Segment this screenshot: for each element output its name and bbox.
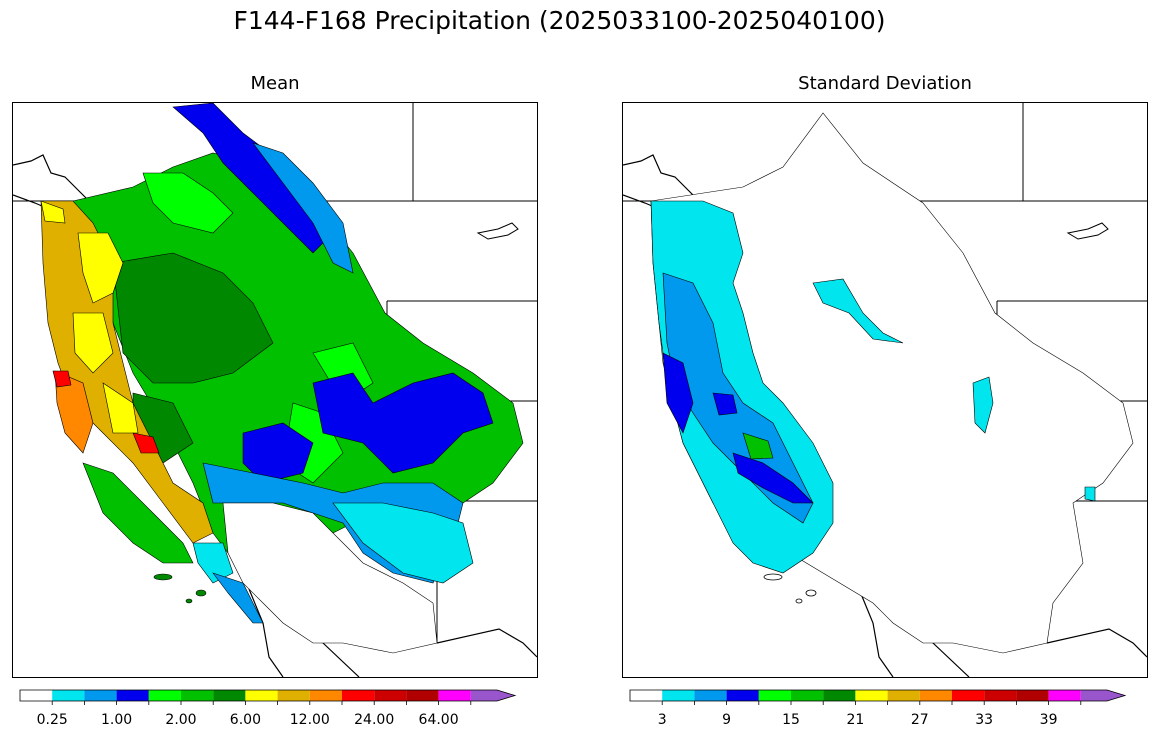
stddev-colorbar-tick-label: 27 bbox=[910, 712, 929, 728]
stddev-colorbar-swatch bbox=[694, 690, 727, 701]
mean-panel-title: Mean bbox=[250, 73, 300, 94]
mean-colorbar-swatch bbox=[148, 690, 181, 701]
figure-title: F144-F168 Precipitation (2025033100-2025… bbox=[233, 6, 886, 35]
stddev-colorbar-swatch bbox=[791, 690, 824, 701]
stddev-colorbar-swatch bbox=[1016, 690, 1049, 701]
stddev-colorbar-swatch bbox=[887, 690, 920, 701]
islands bbox=[763, 573, 817, 604]
mean-colorbar-swatch bbox=[374, 690, 407, 701]
stddev-colorbar-swatch bbox=[823, 690, 856, 701]
stddev-colorbar bbox=[629, 689, 1140, 705]
stddev-colorbar-swatch bbox=[984, 690, 1017, 701]
mean-colorbar-swatch bbox=[84, 690, 117, 701]
mean-colorbar-swatch bbox=[181, 690, 214, 701]
mean-colorbar-swatch bbox=[406, 690, 439, 701]
stddev-colorbar-swatch bbox=[855, 690, 888, 701]
stddev-colorbar-swatch bbox=[919, 690, 952, 701]
stddev-colorbar-swatch bbox=[758, 690, 791, 701]
mean-colorbar-swatch bbox=[52, 690, 85, 701]
mean-colorbar-tick-label: 24.00 bbox=[354, 712, 395, 728]
stddev-colorbar-tick-label: 3 bbox=[657, 712, 667, 728]
mean-colorbar-tick-label: 12.00 bbox=[289, 712, 330, 728]
stddev-colorbar-swatch bbox=[1080, 690, 1125, 701]
mean-colorbar-tick-label: 2.00 bbox=[165, 712, 197, 728]
stddev-colorbar-tick-label: 33 bbox=[975, 712, 994, 728]
mean-colorbar-swatch bbox=[213, 690, 246, 701]
mean-colorbar-swatch bbox=[342, 690, 375, 701]
stddev-colorbar-swatch bbox=[726, 690, 759, 701]
stddev-colorbar-tick-label: 21 bbox=[846, 712, 865, 728]
mean-map bbox=[12, 102, 538, 678]
stddev-colorbar-swatch bbox=[630, 690, 663, 701]
stddev-colorbar-swatch bbox=[662, 690, 695, 701]
mean-colorbar-tick-label: 1.00 bbox=[101, 712, 133, 728]
mean-colorbar-tick-label: 0.25 bbox=[36, 712, 68, 728]
mean-colorbar-swatch bbox=[245, 690, 278, 701]
mean-colorbar-swatch bbox=[470, 690, 515, 701]
islands bbox=[153, 573, 207, 604]
stddev-colorbar-tick-label: 9 bbox=[722, 712, 732, 728]
mean-colorbar bbox=[19, 689, 530, 705]
stddev-map bbox=[622, 102, 1148, 678]
mean-colorbar-tick-label: 64.00 bbox=[418, 712, 459, 728]
mean-colorbar-outline bbox=[19, 689, 517, 702]
stddev-panel-title: Standard Deviation bbox=[798, 73, 972, 94]
mean-colorbar-swatch bbox=[277, 690, 310, 701]
stddev-colorbar-swatch bbox=[952, 690, 985, 701]
stddev-colorbar-tick-label: 39 bbox=[1039, 712, 1058, 728]
mean-colorbar-swatch bbox=[20, 690, 53, 701]
stddev-colorbar-swatch bbox=[1048, 690, 1081, 701]
stddev-colorbar-outline bbox=[629, 689, 1127, 702]
stddev-colorbar-tick-label: 15 bbox=[782, 712, 800, 728]
mean-colorbar-tick-label: 6.00 bbox=[229, 712, 261, 728]
mean-colorbar-swatch bbox=[438, 690, 471, 701]
precip-fill-regions bbox=[40, 103, 524, 654]
mean-colorbar-swatch bbox=[309, 690, 342, 701]
mean-colorbar-swatch bbox=[116, 690, 149, 701]
precip-fill-regions bbox=[650, 200, 1096, 574]
